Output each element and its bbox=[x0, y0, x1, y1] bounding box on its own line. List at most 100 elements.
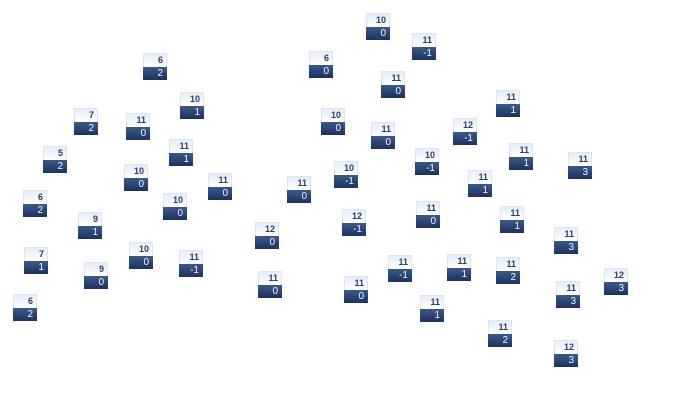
node[interactable]: 11 1 bbox=[509, 143, 533, 170]
node-value: 1 bbox=[169, 153, 193, 166]
node-value: 1 bbox=[468, 184, 492, 197]
node-label: 11 bbox=[258, 271, 282, 285]
node-label: 10 bbox=[366, 13, 390, 27]
node[interactable]: 11 0 bbox=[126, 113, 150, 140]
node[interactable]: 11 0 bbox=[381, 71, 405, 98]
node-value: 0 bbox=[163, 207, 187, 220]
node-label: 11 bbox=[381, 71, 405, 85]
node[interactable]: 10 -1 bbox=[415, 148, 439, 175]
node-value: 2 bbox=[74, 122, 98, 135]
node-label: 11 bbox=[126, 113, 150, 127]
node[interactable]: 10 0 bbox=[124, 164, 148, 191]
node-label: 11 bbox=[179, 250, 203, 264]
node[interactable]: 10 0 bbox=[321, 108, 345, 135]
node-label: 5 bbox=[43, 146, 67, 160]
node[interactable]: 11 1 bbox=[447, 254, 471, 281]
node-value: 1 bbox=[420, 309, 444, 322]
node-value: 0 bbox=[371, 136, 395, 149]
node-label: 11 bbox=[371, 122, 395, 136]
node-value: 1 bbox=[509, 157, 533, 170]
node[interactable]: 11 0 bbox=[416, 201, 440, 228]
node-value: 1 bbox=[496, 104, 520, 117]
node[interactable]: 12 3 bbox=[554, 340, 578, 367]
node-label: 12 bbox=[255, 222, 279, 236]
node-label: 10 bbox=[124, 164, 148, 178]
node-value: 2 bbox=[143, 67, 167, 80]
node[interactable]: 11 1 bbox=[420, 295, 444, 322]
node[interactable]: 11 0 bbox=[258, 271, 282, 298]
node-label: 12 bbox=[342, 209, 366, 223]
node[interactable]: 12 0 bbox=[255, 222, 279, 249]
node[interactable]: 11 -1 bbox=[179, 250, 203, 277]
node-value: 0 bbox=[321, 122, 345, 135]
node[interactable]: 11 0 bbox=[287, 176, 311, 203]
node-label: 10 bbox=[129, 242, 153, 256]
node-value: 0 bbox=[126, 127, 150, 140]
node[interactable]: 11 3 bbox=[556, 281, 580, 308]
node-label: 11 bbox=[496, 257, 520, 271]
node-label: 6 bbox=[143, 53, 167, 67]
node-value: -1 bbox=[334, 175, 358, 188]
node-label: 10 bbox=[415, 148, 439, 162]
node-value: 2 bbox=[23, 204, 47, 217]
node[interactable]: 10 0 bbox=[366, 13, 390, 40]
node[interactable]: 11 0 bbox=[344, 276, 368, 303]
node-value: 2 bbox=[13, 308, 37, 321]
node[interactable]: 11 3 bbox=[568, 152, 592, 179]
node[interactable]: 11 1 bbox=[468, 170, 492, 197]
node-label: 11 bbox=[509, 143, 533, 157]
node-value: -1 bbox=[412, 47, 436, 60]
node-label: 10 bbox=[334, 161, 358, 175]
node[interactable]: 10 1 bbox=[180, 92, 204, 119]
node-label: 11 bbox=[568, 152, 592, 166]
node[interactable]: 11 -1 bbox=[412, 33, 436, 60]
node[interactable]: 11 3 bbox=[554, 227, 578, 254]
node-label: 11 bbox=[208, 173, 232, 187]
node-label: 12 bbox=[604, 268, 628, 282]
node[interactable]: 12 3 bbox=[604, 268, 628, 295]
node[interactable]: 10 0 bbox=[163, 193, 187, 220]
node-label: 11 bbox=[412, 33, 436, 47]
node-label: 11 bbox=[500, 206, 524, 220]
node-label: 11 bbox=[488, 320, 512, 334]
node[interactable]: 11 0 bbox=[371, 122, 395, 149]
node[interactable]: 10 -1 bbox=[334, 161, 358, 188]
node[interactable]: 11 -1 bbox=[388, 255, 412, 282]
node[interactable]: 11 2 bbox=[488, 320, 512, 347]
node[interactable]: 12 -1 bbox=[453, 118, 477, 145]
node-value: 1 bbox=[180, 106, 204, 119]
node-label: 11 bbox=[416, 201, 440, 215]
node[interactable]: 11 0 bbox=[208, 173, 232, 200]
node[interactable]: 11 1 bbox=[169, 139, 193, 166]
node-value: 2 bbox=[488, 334, 512, 347]
node-label: 11 bbox=[468, 170, 492, 184]
node[interactable]: 12 -1 bbox=[342, 209, 366, 236]
node-value: 0 bbox=[84, 276, 108, 289]
node-value: 0 bbox=[129, 256, 153, 269]
node-value: 2 bbox=[43, 160, 67, 173]
node-label: 12 bbox=[453, 118, 477, 132]
node-label: 10 bbox=[180, 92, 204, 106]
node[interactable]: 11 1 bbox=[496, 90, 520, 117]
node[interactable]: 11 2 bbox=[496, 257, 520, 284]
node[interactable]: 11 1 bbox=[500, 206, 524, 233]
node-value: 1 bbox=[78, 226, 102, 239]
node-label: 7 bbox=[24, 247, 48, 261]
node-value: 1 bbox=[24, 261, 48, 274]
node-label: 7 bbox=[74, 108, 98, 122]
node-value: 0 bbox=[381, 85, 405, 98]
node-value: 2 bbox=[496, 271, 520, 284]
node-label: 6 bbox=[309, 51, 333, 65]
node[interactable]: 10 0 bbox=[129, 242, 153, 269]
node-value: 1 bbox=[447, 268, 471, 281]
